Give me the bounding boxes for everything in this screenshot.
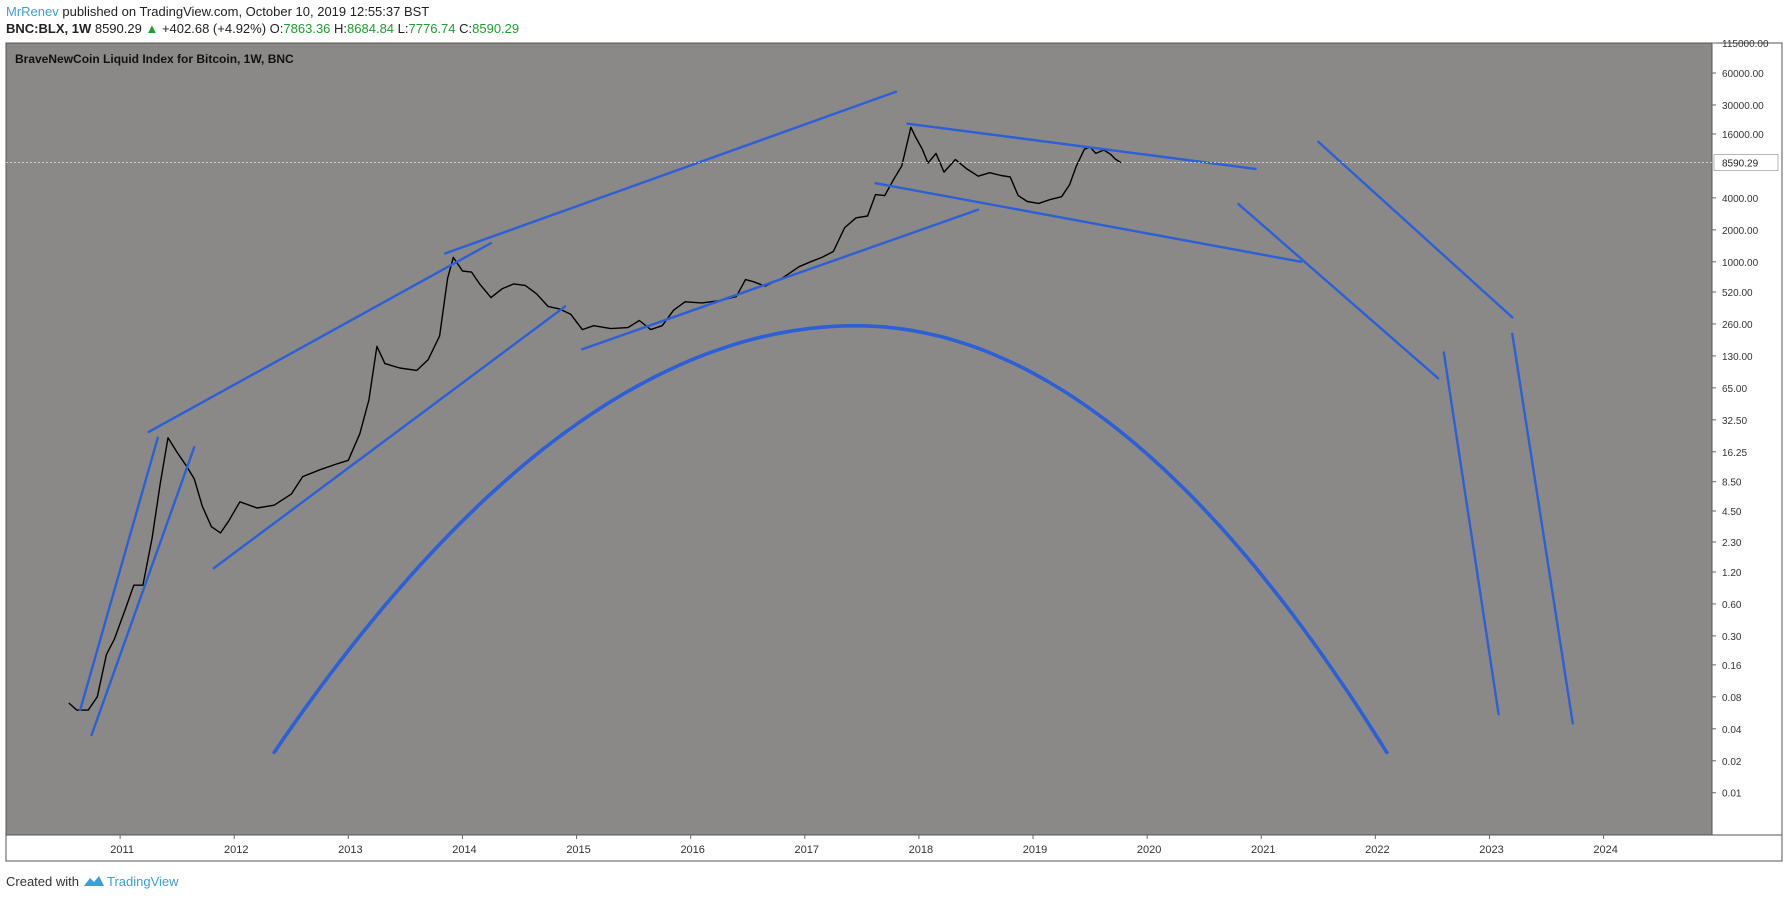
chart-pane[interactable] — [5, 42, 1713, 836]
y-tick-label: 115000.00 — [1722, 40, 1769, 50]
y-tick-label: 2000.00 — [1722, 226, 1759, 237]
price-change: +402.68 (+4.92%) — [161, 21, 267, 36]
x-tick-label: 2023 — [1479, 844, 1503, 856]
y-tick-label: 0.60 — [1722, 600, 1742, 611]
y-tick-label: 260.00 — [1722, 320, 1753, 331]
trendline-drawings[interactable] — [78, 90, 1574, 755]
last-price-marker: 8590.29 — [6, 154, 1779, 171]
created-with-text: Created with — [6, 874, 79, 889]
trend-line[interactable] — [581, 208, 980, 351]
y-tick-label: 4000.00 — [1722, 194, 1759, 205]
y-tick-label: 0.30 — [1722, 632, 1742, 643]
x-tick-label: 2018 — [909, 844, 933, 856]
y-tick-label: 0.02 — [1722, 757, 1742, 768]
y-tick-label: 2.30 — [1722, 538, 1742, 549]
footer: Created with TradingView — [6, 874, 179, 889]
last-price-label: 8590.29 — [1722, 159, 1759, 170]
trend-line[interactable] — [906, 122, 1257, 171]
y-tick-label: 65.00 — [1722, 384, 1747, 395]
last-price: 8590.29 — [94, 21, 142, 36]
trend-line[interactable] — [444, 90, 898, 255]
y-tick-label: 520.00 — [1722, 288, 1753, 299]
trend-line[interactable] — [212, 305, 567, 570]
y-tick-label: 30000.00 — [1722, 101, 1764, 112]
symbol-label: BNC:BLX, 1W — [6, 21, 92, 36]
low-value: 7776.74 — [408, 21, 456, 36]
x-tick-label: 2020 — [1137, 844, 1161, 856]
trend-line[interactable] — [90, 445, 196, 737]
trend-line[interactable] — [1317, 140, 1514, 319]
trend-line[interactable] — [1442, 351, 1500, 716]
open-label: O: — [269, 21, 284, 36]
y-tick-label: 1000.00 — [1722, 258, 1759, 269]
chart-title: BraveNewCoin Liquid Index for Bitcoin, 1… — [15, 52, 294, 66]
high-value: 8684.84 — [347, 21, 395, 36]
y-tick-label: 4.50 — [1722, 507, 1742, 518]
published-text: published on TradingView.com, October 10… — [58, 4, 430, 19]
publish-info: MrRenev published on TradingView.com, Oc… — [6, 4, 429, 19]
y-tick-label: 16000.00 — [1722, 130, 1764, 141]
price-chart[interactable]: BraveNewCoin Liquid Index for Bitcoin, 1… — [0, 40, 1788, 866]
x-tick-label: 2021 — [1251, 844, 1275, 856]
trend-line[interactable] — [78, 436, 159, 712]
x-tick-label: 2019 — [1023, 844, 1047, 856]
x-tick-label: 2022 — [1365, 844, 1389, 856]
tradingview-logo-icon — [83, 876, 104, 886]
y-tick-label: 60000.00 — [1722, 69, 1764, 80]
time-axis[interactable] — [5, 834, 1783, 862]
high-label: H: — [334, 21, 348, 36]
y-tick-label: 1.20 — [1722, 568, 1742, 579]
last-price-tag — [1713, 154, 1779, 171]
x-tick-label: 2024 — [1593, 844, 1617, 856]
y-tick-label: 0.16 — [1722, 661, 1742, 672]
x-tick-label: 2011 — [110, 844, 134, 856]
y-tick-label: 0.08 — [1722, 693, 1742, 704]
y-tick-label: 8.50 — [1722, 478, 1742, 489]
trend-line[interactable] — [147, 241, 493, 434]
trend-line[interactable] — [874, 182, 1303, 264]
author-link[interactable]: MrRenev — [6, 4, 59, 19]
low-label: L: — [397, 21, 409, 36]
y-tick-label: 32.50 — [1722, 416, 1747, 427]
x-tick-labels: 2011 2012 2013 2014 2015 2016 2017 2018 2019 2020… — [110, 835, 1618, 856]
price-line — [68, 126, 1122, 711]
y-tick-label: 0.04 — [1722, 725, 1742, 736]
close-label: C: — [459, 21, 473, 36]
trend-line[interactable] — [1511, 332, 1574, 725]
price-axis[interactable] — [1711, 42, 1783, 836]
y-tick-label: 130.00 — [1722, 352, 1753, 363]
x-tick-label: 2015 — [566, 844, 590, 856]
y-tick-labels: 115000.00 60000.00 30000.00 16000.00 4000.00… — [1712, 40, 1769, 800]
trend-line[interactable] — [1237, 202, 1440, 380]
parabolic-arc[interactable] — [272, 323, 1389, 755]
tradingview-link[interactable]: TradingView — [106, 874, 179, 889]
x-tick-label: 2013 — [338, 844, 362, 856]
x-tick-label: 2012 — [224, 844, 248, 856]
close-value: 8590.29 — [472, 21, 520, 36]
price-series — [68, 126, 1122, 711]
ohlc-bar: BNC:BLX, 1W 8590.29 ▲ +402.68 (+4.92%) O… — [6, 21, 519, 36]
x-tick-label: 2016 — [680, 844, 704, 856]
x-tick-label: 2017 — [795, 844, 819, 856]
x-tick-label: 2014 — [452, 844, 476, 856]
y-tick-label: 16.25 — [1722, 448, 1747, 459]
open-value: 7863.36 — [283, 21, 331, 36]
y-tick-label: 0.01 — [1722, 789, 1742, 800]
up-arrow-icon: ▲ — [145, 21, 159, 36]
